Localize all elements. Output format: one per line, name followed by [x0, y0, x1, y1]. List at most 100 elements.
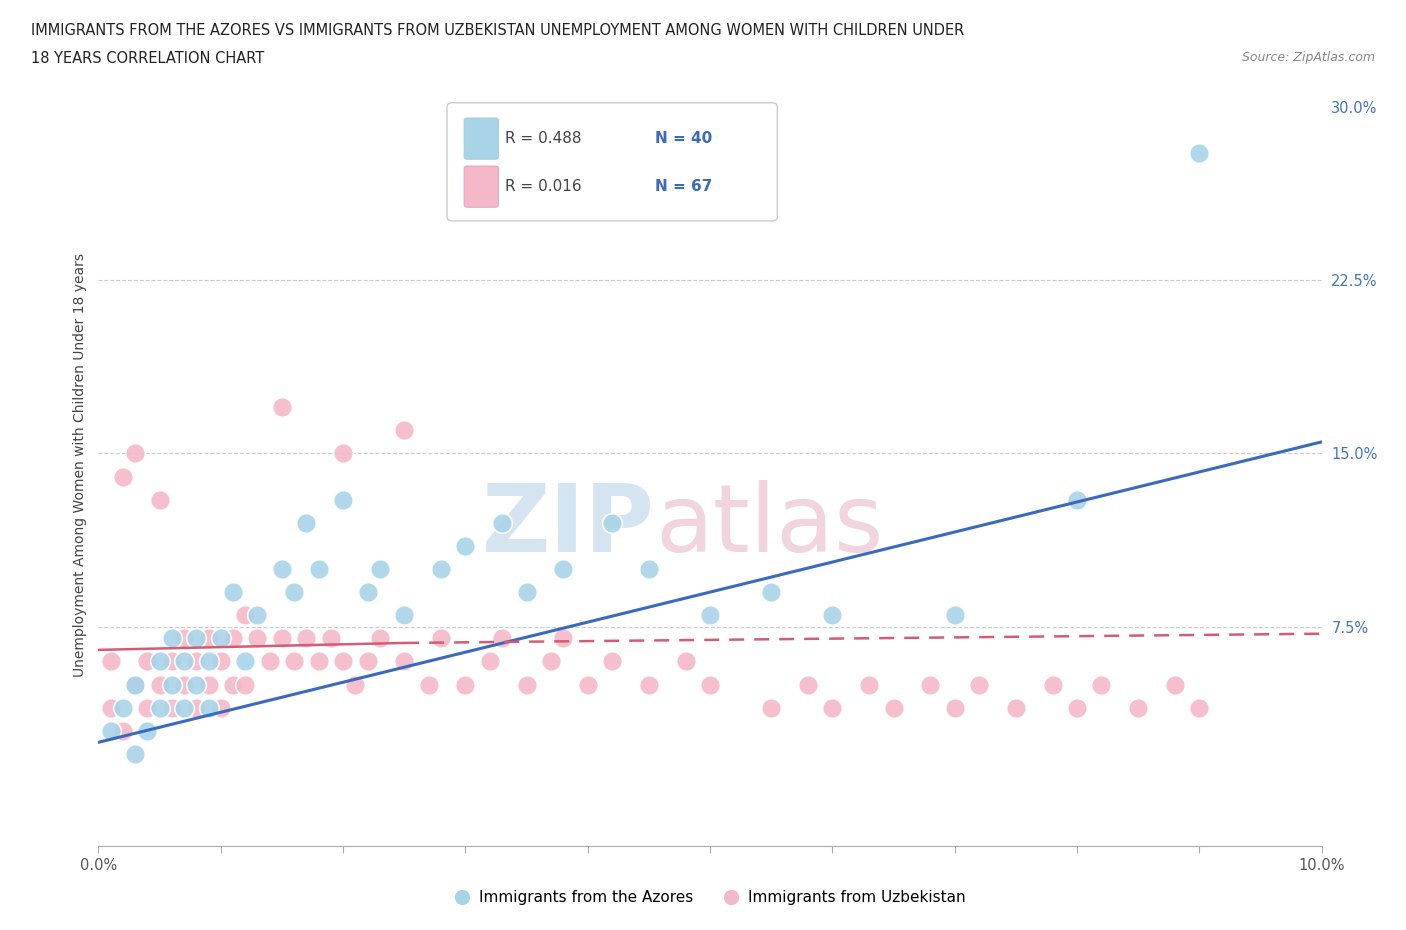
Point [124, 747, 146, 762]
Point [797, 677, 820, 692]
Point [246, 631, 269, 645]
Point [478, 654, 501, 669]
Point [160, 654, 183, 669]
Point [1164, 677, 1187, 692]
Point [600, 515, 623, 530]
Point [197, 654, 219, 669]
Point [368, 631, 391, 645]
Point [943, 608, 966, 623]
Point [637, 677, 661, 692]
Point [356, 654, 378, 669]
Point [392, 654, 416, 669]
Point [883, 700, 905, 715]
Point [1066, 700, 1088, 715]
Point [222, 677, 245, 692]
Point [197, 631, 219, 645]
Point [1090, 677, 1112, 692]
Point [160, 700, 183, 715]
Text: N = 67: N = 67 [655, 179, 713, 194]
Text: Source: ZipAtlas.com: Source: ZipAtlas.com [1241, 51, 1375, 64]
Point [149, 677, 172, 692]
Text: 18 YEARS CORRELATION CHART: 18 YEARS CORRELATION CHART [31, 51, 264, 66]
Point [173, 654, 195, 669]
Point [186, 677, 208, 692]
Point [332, 492, 354, 507]
Point [430, 562, 453, 577]
Y-axis label: Unemployment Among Women with Children Under 18 years: Unemployment Among Women with Children U… [73, 253, 87, 677]
Point [270, 631, 292, 645]
Point [491, 631, 513, 645]
Point [173, 677, 195, 692]
Point [222, 631, 245, 645]
Point [967, 677, 990, 692]
Point [186, 700, 208, 715]
Point [111, 469, 134, 484]
Point [283, 585, 305, 600]
FancyBboxPatch shape [447, 103, 778, 221]
Point [246, 608, 269, 623]
Point [100, 654, 122, 669]
Point [1042, 677, 1064, 692]
Point [124, 446, 146, 461]
Point [821, 700, 844, 715]
Point [233, 608, 256, 623]
Point [344, 677, 367, 692]
Point [173, 700, 195, 715]
Point [858, 677, 880, 692]
Point [368, 562, 391, 577]
Point [392, 423, 416, 438]
Point [392, 608, 416, 623]
Point [295, 515, 318, 530]
Point [332, 654, 354, 669]
Point [233, 677, 256, 692]
Point [308, 562, 330, 577]
Text: N = 40: N = 40 [655, 131, 713, 146]
Point [124, 677, 146, 692]
Point [759, 700, 782, 715]
Point [454, 677, 477, 692]
Text: R = 0.488: R = 0.488 [505, 131, 581, 146]
Point [259, 654, 281, 669]
Point [136, 700, 159, 715]
Point [100, 700, 122, 715]
Point [100, 724, 122, 738]
Point [1188, 700, 1211, 715]
Point [920, 677, 942, 692]
Point [600, 654, 623, 669]
Text: IMMIGRANTS FROM THE AZORES VS IMMIGRANTS FROM UZBEKISTAN UNEMPLOYMENT AMONG WOME: IMMIGRANTS FROM THE AZORES VS IMMIGRANTS… [31, 23, 965, 38]
Point [943, 700, 966, 715]
Point [418, 677, 440, 692]
Text: R = 0.016: R = 0.016 [505, 179, 581, 194]
Point [197, 700, 219, 715]
Point [821, 608, 844, 623]
Legend: Immigrants from the Azores, Immigrants from Uzbekistan: Immigrants from the Azores, Immigrants f… [449, 884, 972, 911]
Point [160, 631, 183, 645]
Point [283, 654, 305, 669]
Point [186, 654, 208, 669]
Point [270, 562, 292, 577]
Point [111, 700, 134, 715]
Point [1188, 146, 1211, 161]
Point [149, 492, 172, 507]
Point [540, 654, 562, 669]
Point [1066, 492, 1088, 507]
Point [516, 677, 538, 692]
Point [516, 585, 538, 600]
Point [149, 700, 172, 715]
Point [197, 677, 219, 692]
FancyBboxPatch shape [464, 166, 498, 207]
Point [186, 631, 208, 645]
Point [222, 585, 245, 600]
Point [430, 631, 453, 645]
Point [491, 515, 513, 530]
Point [149, 654, 172, 669]
Point [209, 631, 232, 645]
Text: ZIP: ZIP [482, 480, 655, 572]
Text: atlas: atlas [655, 480, 883, 572]
Point [209, 700, 232, 715]
Point [699, 608, 721, 623]
Point [759, 585, 782, 600]
FancyBboxPatch shape [464, 118, 498, 159]
Point [124, 677, 146, 692]
Point [699, 677, 721, 692]
